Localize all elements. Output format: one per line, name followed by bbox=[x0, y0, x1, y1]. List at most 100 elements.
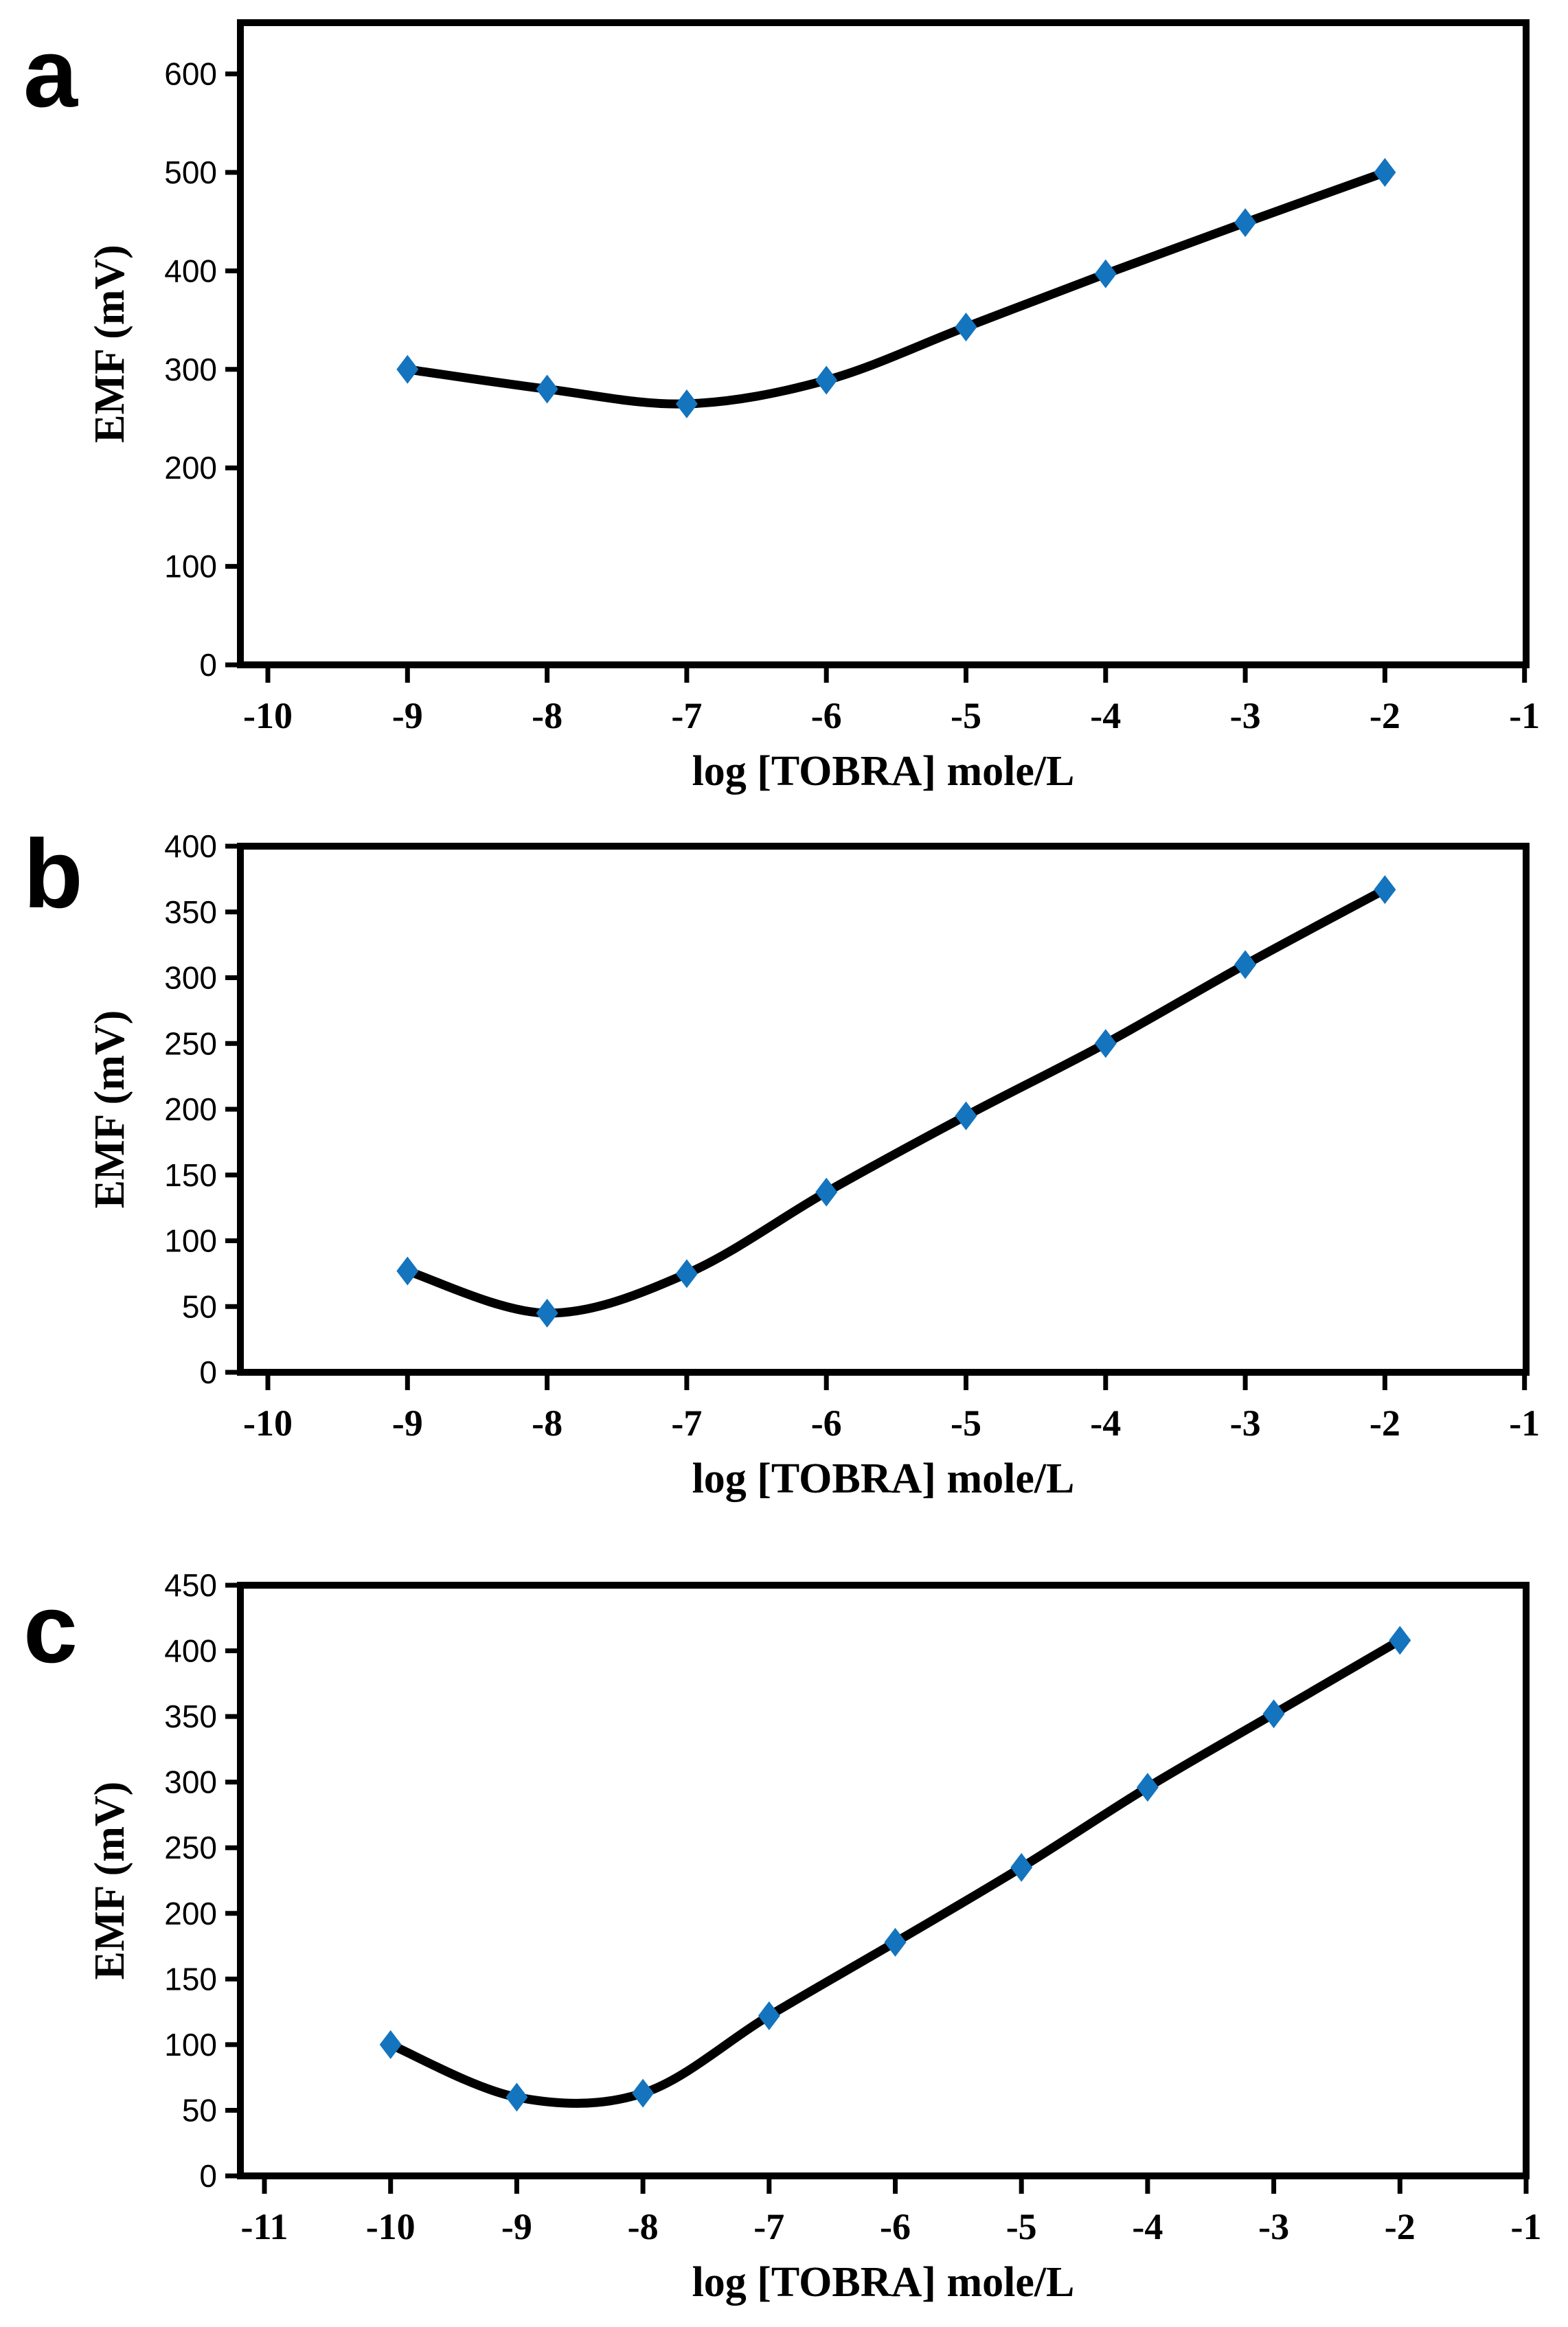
chart-b: 0 50 100 150 200 250 300 350 400 -10 -9 -8 -7 -6 -5 -4 -… bbox=[87, 828, 1540, 1502]
data-point-marker bbox=[505, 2082, 528, 2112]
data-point-marker bbox=[536, 374, 558, 404]
y-tick-label: 300 bbox=[164, 352, 217, 387]
x-tick-label: -3 bbox=[1230, 695, 1261, 736]
y-tick-label: 350 bbox=[164, 894, 217, 930]
data-point-marker bbox=[1094, 1029, 1117, 1058]
y-tick-label: 0 bbox=[199, 1354, 217, 1390]
x-tick-label: -9 bbox=[392, 695, 423, 736]
x-tick-label: -7 bbox=[671, 695, 702, 736]
y-tick-label: 50 bbox=[182, 2092, 217, 2128]
y-tick-label: 250 bbox=[164, 1025, 217, 1061]
panel-label-a: a bbox=[23, 19, 78, 128]
x-tick-label: -8 bbox=[532, 695, 563, 736]
plot-border bbox=[237, 19, 1530, 668]
x-tick-label: -1 bbox=[1511, 2206, 1542, 2247]
x-tick-label: -2 bbox=[1385, 2206, 1416, 2247]
plot-border bbox=[237, 843, 1530, 1376]
chart-a: 0 100 200 300 400 500 600 -10 -9 -8 -7 -6 -5 -4 -3 -2 -1… bbox=[87, 19, 1540, 795]
panel-label-c: c bbox=[23, 1574, 78, 1683]
plot-border bbox=[237, 1582, 1530, 2179]
x-axis-title: log [TOBRA] mole/L bbox=[692, 748, 1075, 795]
data-point-marker bbox=[1234, 950, 1257, 979]
data-point-marker bbox=[396, 1256, 419, 1286]
y-tick-label: 600 bbox=[164, 56, 217, 92]
x-tick-label: -4 bbox=[1132, 2206, 1163, 2247]
x-tick-label: -4 bbox=[1090, 695, 1121, 736]
series-line bbox=[386, 1635, 1405, 2108]
x-tick-label: -2 bbox=[1370, 1403, 1400, 1444]
x-tick-label: -3 bbox=[1258, 2206, 1289, 2247]
y-tick-label: 0 bbox=[199, 647, 217, 683]
data-point-marker bbox=[536, 1298, 558, 1328]
x-tick-label: -6 bbox=[811, 1403, 842, 1444]
y-tick-label: 200 bbox=[164, 450, 217, 486]
data-point-marker bbox=[1374, 875, 1396, 905]
y-tick-label: 500 bbox=[164, 155, 217, 190]
data-point-marker bbox=[1374, 157, 1396, 187]
x-tick-label: -6 bbox=[880, 2206, 911, 2247]
y-tick-label: 450 bbox=[164, 1569, 217, 1603]
y-tick-label: 0 bbox=[199, 2158, 217, 2194]
data-point-marker bbox=[675, 1259, 698, 1289]
data-point-marker bbox=[1262, 1699, 1285, 1729]
y-tick-label: 100 bbox=[164, 2027, 217, 2063]
x-tick-label: -10 bbox=[243, 695, 293, 736]
x-tick-label: -9 bbox=[501, 2206, 532, 2247]
series-line bbox=[402, 885, 1389, 1318]
chart-c: 0 50 100 150 200 250 300 350 400 450 -11 -10 -9 -8 -7 -… bbox=[87, 1569, 1542, 2306]
x-tick-label: -7 bbox=[753, 2206, 784, 2247]
x-tick-label: -4 bbox=[1090, 1403, 1121, 1444]
x-tick-label: -5 bbox=[1006, 2206, 1037, 2247]
y-tick-label: 100 bbox=[164, 1223, 217, 1259]
x-tick-label: -5 bbox=[951, 1403, 981, 1444]
y-tick-label: 100 bbox=[164, 549, 217, 584]
panel-label-b: b bbox=[23, 819, 83, 929]
x-tick-label: -8 bbox=[628, 2206, 659, 2247]
x-axis-title: log [TOBRA] mole/L bbox=[692, 1455, 1075, 1502]
data-point-marker bbox=[675, 389, 698, 418]
data-point-marker bbox=[758, 2001, 780, 2030]
x-tick-label: -1 bbox=[1509, 1403, 1540, 1444]
y-axis-title: EMF (mV) bbox=[87, 245, 133, 443]
y-tick-label: 50 bbox=[182, 1289, 217, 1324]
data-point-marker bbox=[1094, 259, 1117, 288]
data-point-marker bbox=[1389, 1626, 1411, 1655]
y-tick-label: 350 bbox=[164, 1699, 217, 1734]
x-axis-title: log [TOBRA] mole/L bbox=[692, 2259, 1075, 2306]
data-point-marker bbox=[1010, 1852, 1033, 1882]
y-tick-label: 400 bbox=[164, 253, 217, 288]
x-tick-label: -9 bbox=[392, 1403, 423, 1444]
x-tick-label: -6 bbox=[811, 695, 842, 736]
data-point-marker bbox=[379, 2030, 402, 2059]
y-tick-label: 200 bbox=[164, 1091, 217, 1127]
data-point-marker bbox=[815, 1177, 838, 1207]
y-axis-title: EMF (mV) bbox=[87, 1782, 133, 1980]
x-tick-label: -2 bbox=[1370, 695, 1400, 736]
data-point-marker bbox=[1136, 1773, 1159, 1802]
y-tick-label: 200 bbox=[164, 1896, 217, 1931]
series-line bbox=[402, 168, 1389, 409]
data-point-marker bbox=[955, 1101, 977, 1131]
y-tick-label: 400 bbox=[164, 1633, 217, 1669]
data-point-marker bbox=[955, 313, 977, 342]
data-point-marker bbox=[884, 1927, 907, 1957]
data-point-marker bbox=[396, 354, 419, 384]
x-tick-label: -1 bbox=[1509, 695, 1540, 736]
y-tick-label: 150 bbox=[164, 1961, 217, 1997]
x-tick-label: -7 bbox=[671, 1403, 702, 1444]
data-point-marker bbox=[1234, 208, 1257, 238]
y-tick-label: 300 bbox=[164, 1764, 217, 1800]
y-axis-title: EMF (mV) bbox=[87, 1010, 133, 1209]
x-tick-label: -11 bbox=[240, 2206, 288, 2247]
x-tick-label: -10 bbox=[366, 2206, 416, 2247]
y-tick-label: 300 bbox=[164, 960, 217, 996]
data-point-marker bbox=[815, 365, 838, 395]
x-tick-label: -5 bbox=[951, 695, 981, 736]
y-tick-label: 250 bbox=[164, 1830, 217, 1865]
x-tick-label: -3 bbox=[1230, 1403, 1261, 1444]
x-tick-label: -10 bbox=[243, 1403, 293, 1444]
y-tick-label: 400 bbox=[164, 828, 217, 864]
y-tick-label: 150 bbox=[164, 1157, 217, 1193]
x-tick-label: -8 bbox=[532, 1403, 563, 1444]
